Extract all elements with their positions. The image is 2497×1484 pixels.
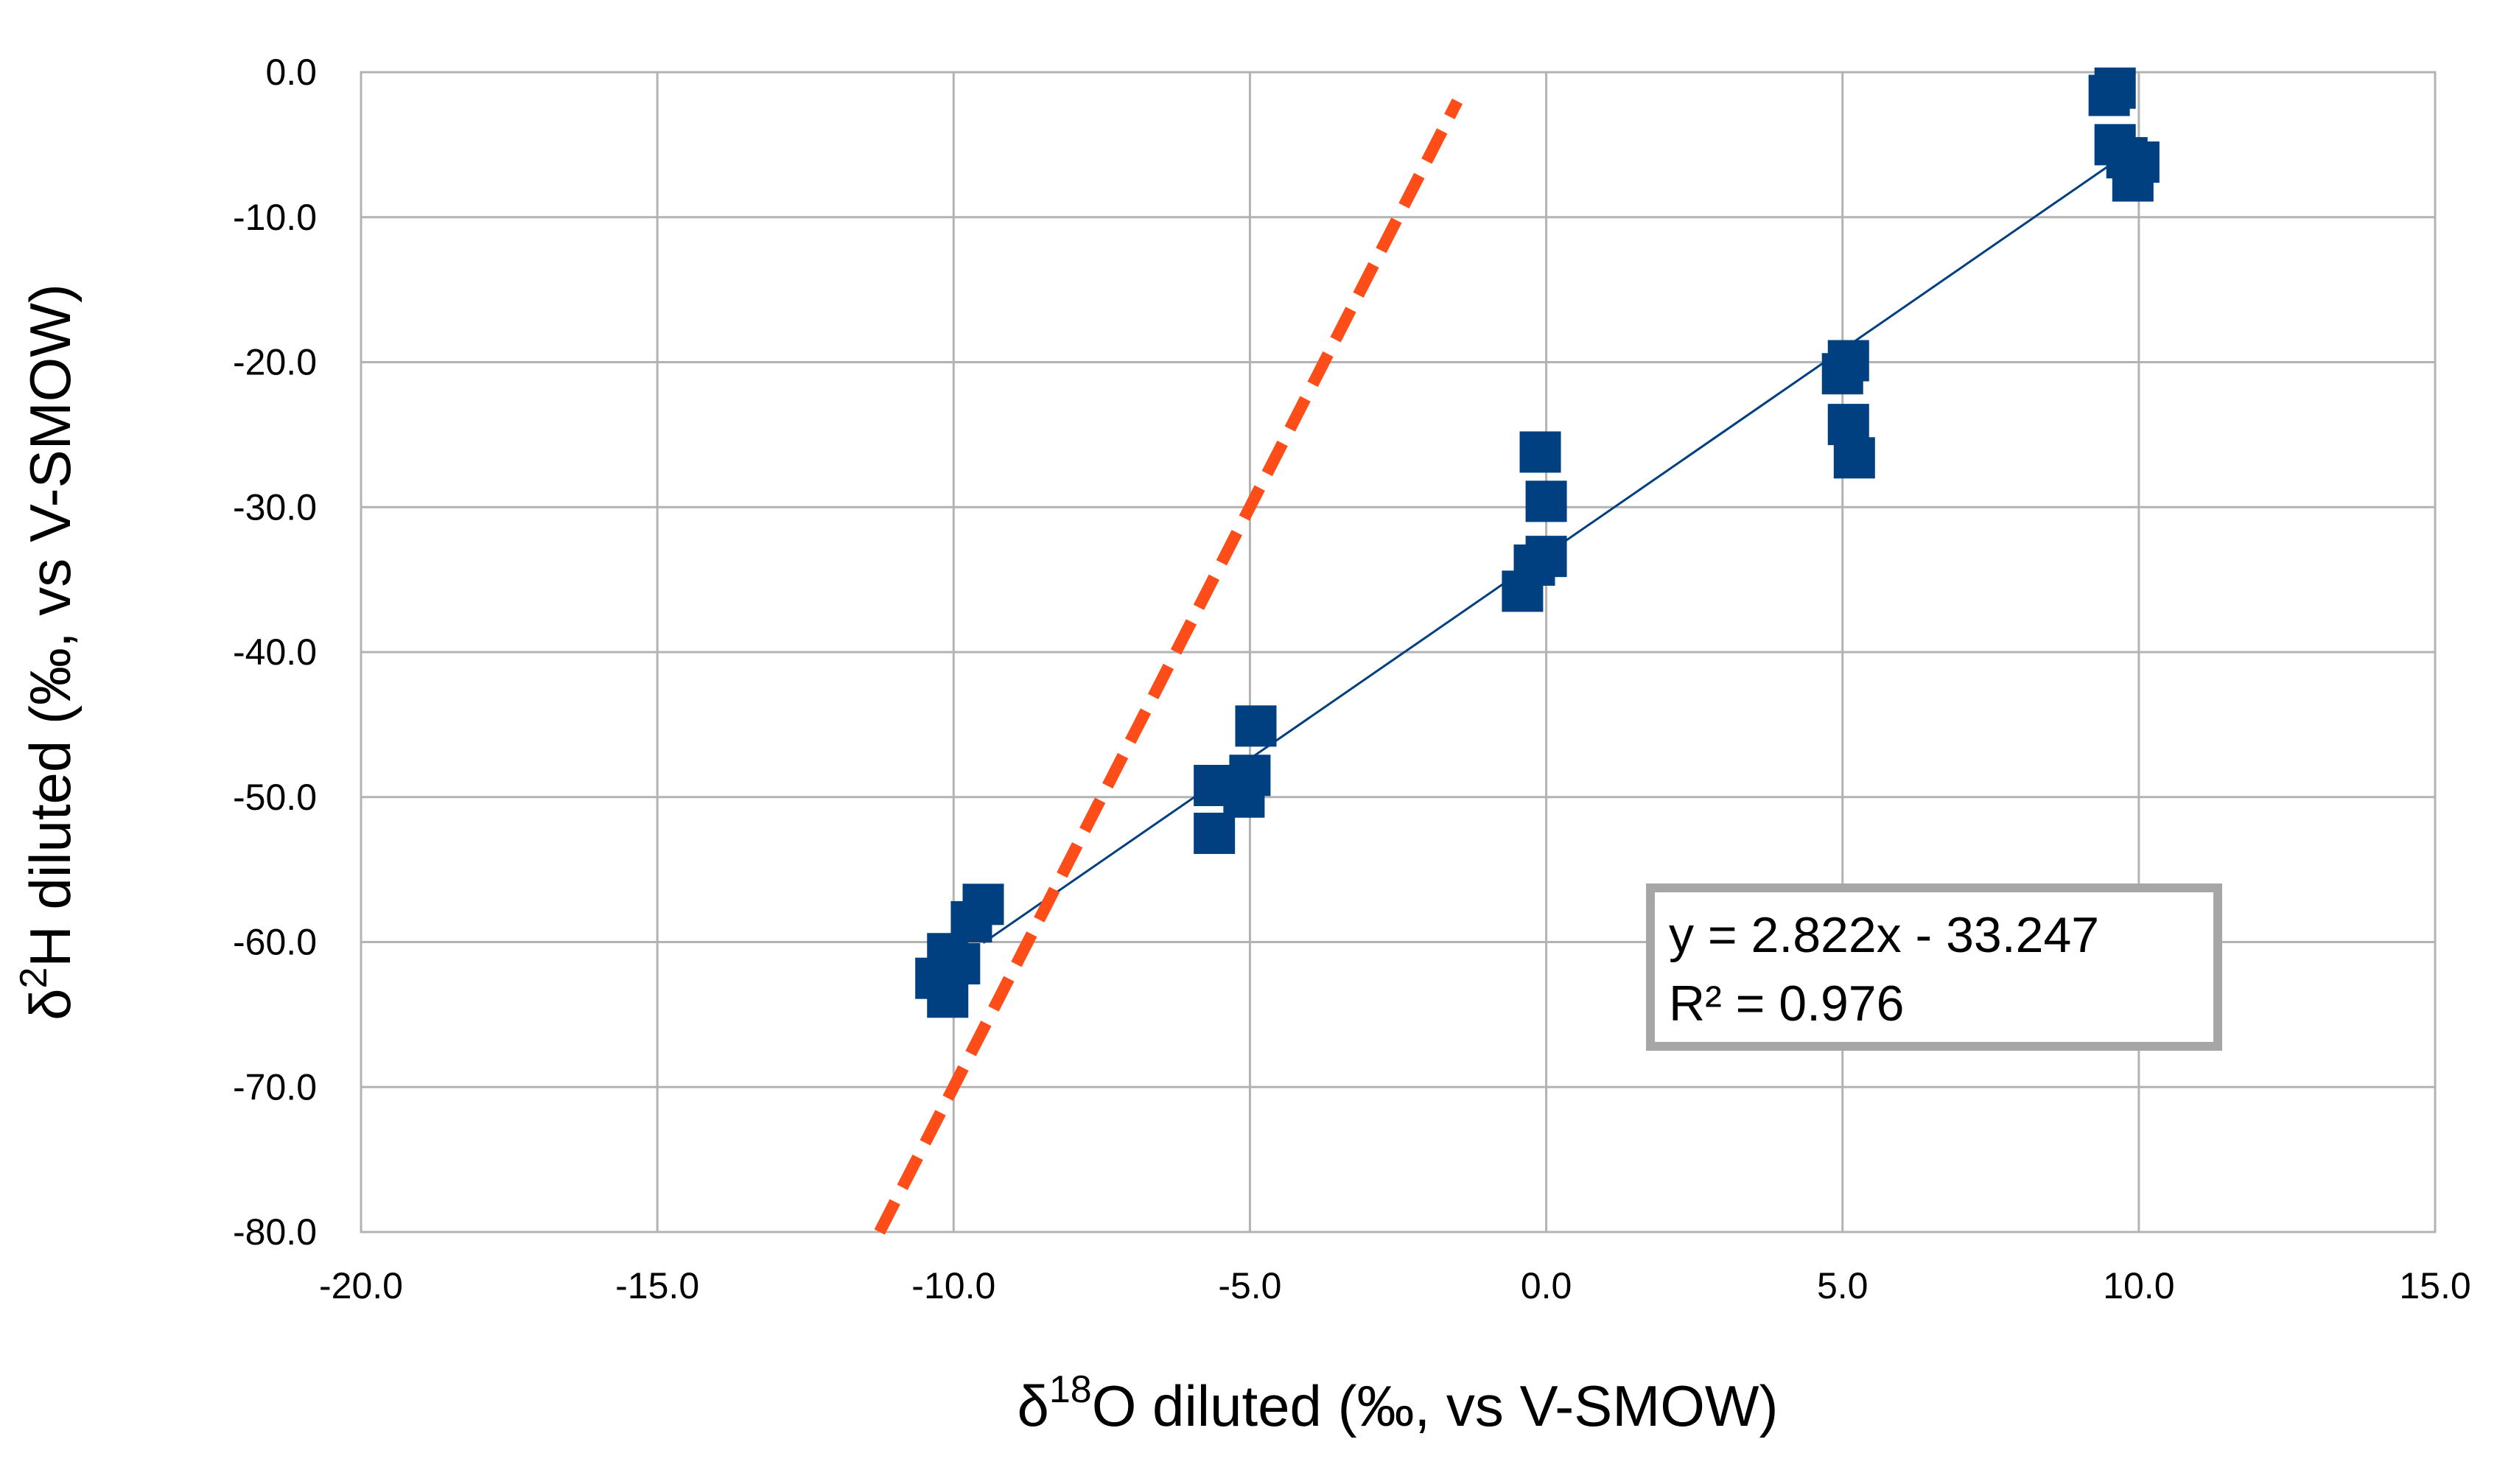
data-point: [963, 883, 1004, 925]
y-tick-labels: 0.0 -10.0 -20.0 -30.0 -40.0 -50.0 -60.0 -70.0 -8…: [233, 52, 317, 1253]
y-tick-label: -30.0: [233, 486, 317, 528]
data-point: [1526, 480, 1567, 522]
data-point: [1229, 755, 1270, 796]
data-point: [2095, 68, 2136, 109]
x-tick-label: -5.0: [1218, 1265, 1281, 1306]
x-tick-label: 5.0: [1817, 1265, 1869, 1306]
data-point: [2118, 141, 2160, 183]
data-point: [927, 976, 968, 1018]
y-tick-label: -20.0: [233, 342, 317, 383]
lines: [880, 101, 2127, 1232]
y-tick-label: -40.0: [233, 631, 317, 673]
grid: [361, 72, 2435, 1232]
x-axis-title: δ18O diluted (‰, vs V-SMOW): [1017, 1368, 1778, 1438]
data-point: [1526, 536, 1567, 577]
data-point: [1834, 437, 1875, 478]
x-tick-label: 10.0: [2103, 1265, 2174, 1306]
y-axis-title: δ2H diluted (‰, vs V-SMOW): [13, 284, 83, 1021]
y-tick-label: -70.0: [233, 1066, 317, 1107]
y-tick-label: -60.0: [233, 922, 317, 963]
data-point: [1520, 431, 1561, 472]
x-tick-label: -10.0: [911, 1265, 995, 1306]
chart: 0.0 -10.0 -20.0 -30.0 -40.0 -50.0 -60.0 -70.0 -8…: [0, 0, 2497, 1484]
r-squared-value: R² = 0.976: [1669, 976, 1904, 1032]
x-tick-label: 0.0: [1521, 1265, 1572, 1306]
y-tick-label: -10.0: [233, 197, 317, 238]
data-point: [1194, 813, 1235, 854]
trendline-equation: y = 2.822x - 33.247: [1669, 907, 2099, 963]
x-tick-label: -20.0: [319, 1265, 403, 1306]
x-tick-label: 15.0: [2399, 1265, 2470, 1306]
x-tick-labels: -20.0 -15.0 -10.0 -5.0 0.0 5.0 10.0 15.0: [319, 1265, 2471, 1306]
data-point: [1828, 340, 1869, 382]
y-tick-label: -50.0: [233, 777, 317, 818]
y-tick-label: -80.0: [233, 1211, 317, 1253]
reference-line: [880, 101, 1457, 1232]
data-point: [1235, 705, 1276, 746]
x-tick-label: -15.0: [615, 1265, 699, 1306]
equation-annotation: y = 2.822x - 33.247 R² = 0.976: [1650, 888, 2218, 1046]
y-tick-label: 0.0: [265, 52, 317, 93]
data-points: [915, 68, 2160, 1018]
